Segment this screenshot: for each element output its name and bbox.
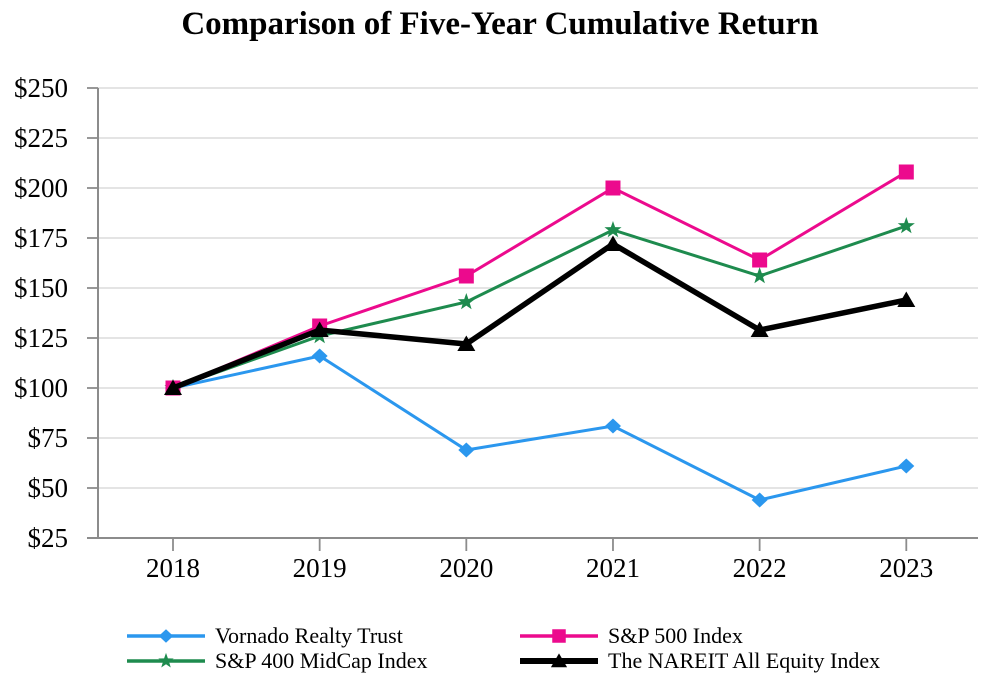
x-tick-label: 2021 (586, 553, 640, 583)
nareit-triangle-line-icon (520, 652, 598, 667)
square-marker (458, 268, 474, 284)
triangle-marker (750, 321, 769, 337)
triangle-marker (897, 291, 916, 307)
triangle-marker (310, 321, 329, 337)
legend-item-sp400: S&P 400 MidCap Index (127, 648, 520, 674)
y-tick-label: $75 (28, 423, 69, 453)
y-tick-label: $125 (14, 323, 68, 353)
legend-label-nareit: The NAREIT All Equity Index (608, 647, 881, 673)
sp400-star-line-icon (127, 652, 205, 668)
diamond-marker (458, 442, 475, 458)
chart-legend: Vornado Realty Trust S&P 500 Index S&P 4… (127, 623, 880, 673)
five-year-cumulative-return-line-chart: $25 $50 $75 $100 $125 $150 $175 $200 $225 $250 201… (14, 73, 978, 583)
diamond-marker (311, 348, 328, 364)
vornado-diamond-line-icon (127, 628, 205, 643)
sp500-square-line-icon (520, 628, 598, 643)
legend-item-vornado: Vornado Realty Trust (127, 623, 520, 649)
star-marker (897, 217, 915, 234)
star-marker (751, 267, 769, 284)
star-marker (604, 221, 622, 238)
x-tick-label: 2023 (879, 553, 933, 583)
legend-label-sp400: S&P 400 MidCap Index (215, 647, 428, 673)
series-line-square (172, 170, 908, 390)
y-tick-label: $100 (14, 373, 68, 403)
diamond-marker (158, 628, 174, 643)
chart-title: Comparison of Five-Year Cumulative Retur… (181, 6, 819, 42)
star-marker (457, 293, 475, 310)
diamond-marker (898, 458, 915, 474)
square-marker (552, 628, 566, 643)
y-tick-label: $150 (14, 273, 68, 303)
y-tick-label: $50 (28, 473, 69, 503)
legend-label-vornado: Vornado Realty Trust (215, 622, 403, 648)
triangle-marker (550, 652, 568, 667)
y-tick-label: $225 (14, 123, 68, 153)
x-tick-label: 2020 (439, 553, 493, 583)
x-tick-label: 2019 (293, 553, 347, 583)
y-tick-label: $200 (14, 173, 68, 203)
square-marker (605, 180, 621, 196)
y-tick-label: $25 (28, 523, 69, 553)
triangle-marker (603, 235, 622, 251)
square-marker (752, 252, 768, 268)
y-tick-label: $250 (14, 73, 68, 103)
series-line-star (172, 224, 907, 390)
square-marker (898, 164, 914, 180)
diamond-marker (604, 418, 621, 434)
x-tick-label: 2022 (733, 553, 787, 583)
legend-item-sp500: S&P 500 Index (520, 623, 880, 649)
legend-item-nareit: The NAREIT All Equity Index (520, 648, 880, 674)
diamond-marker (751, 492, 768, 508)
x-tick-label: 2018 (146, 553, 200, 583)
y-tick-label: $175 (14, 223, 68, 253)
series-line-diamond (172, 354, 907, 502)
triangle-marker (164, 379, 182, 395)
star-marker (158, 652, 174, 668)
legend-label-sp500: S&P 500 Index (608, 622, 743, 648)
series-line-triangle (171, 240, 907, 391)
triangle-marker (457, 335, 476, 351)
